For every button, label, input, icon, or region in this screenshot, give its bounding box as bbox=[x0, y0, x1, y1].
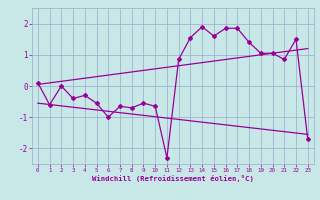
X-axis label: Windchill (Refroidissement éolien,°C): Windchill (Refroidissement éolien,°C) bbox=[92, 175, 254, 182]
